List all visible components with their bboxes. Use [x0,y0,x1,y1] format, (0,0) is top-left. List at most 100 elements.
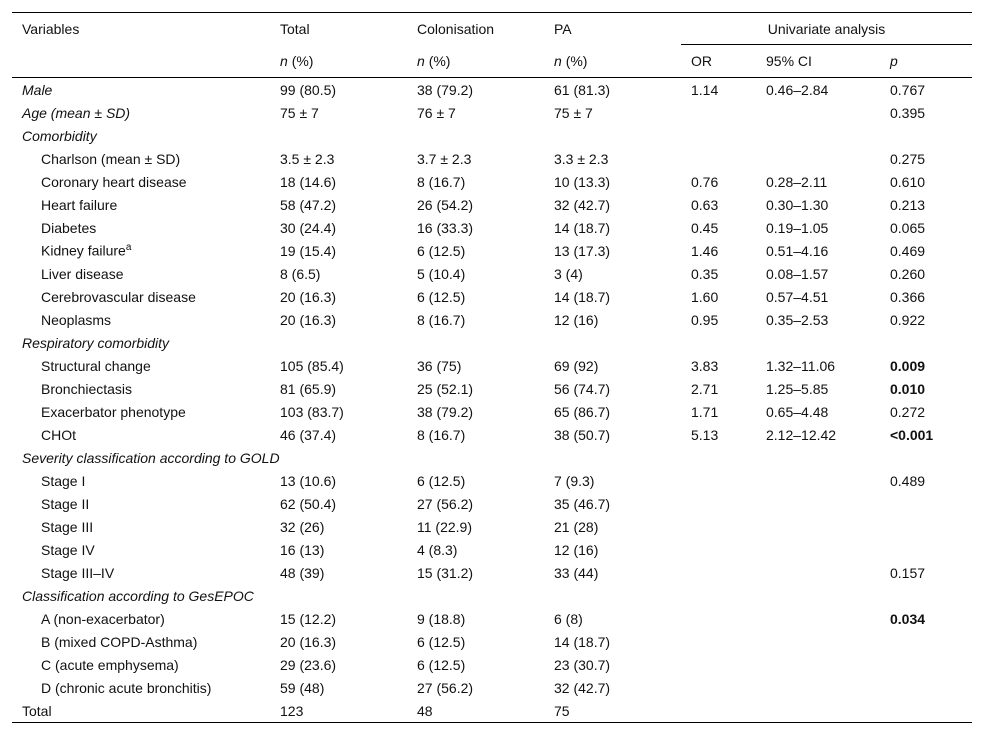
empty-cell [756,538,880,561]
or-cell: 1.46 [691,242,719,259]
colonisation-cell: 16 (33.3) [417,219,474,236]
table-row: C (acute emphysema) 29 (23.6) 6 (12.5) 23 (… [12,653,972,676]
section-row: Severity classification according to GOL… [12,446,972,469]
section-heading: Classification according to GesEPOC [22,587,254,604]
header-cell: Total [270,12,407,45]
p-cell: 0.010 [890,380,926,397]
pa-cell: 61 (81.3) [554,81,611,98]
ci-cell: 0.19–1.05 [766,219,829,236]
header-cell: p [880,44,972,78]
empty-cell [681,515,756,538]
variable-cell: Age (mean ± SD) [12,101,270,124]
total-cell: 20 (16.3) [280,288,337,305]
empty-cell [756,676,880,699]
table-row: Total 123 48 75 [12,699,972,723]
variable-cell: Bronchiectasis [12,377,270,400]
or-cell: 0.63 [691,196,719,213]
empty-cell [681,607,756,630]
variable-cell: Structural change [12,354,270,377]
total-cell: 32 (26) [280,518,325,535]
pct-label: (%) [428,52,451,69]
empty-cell [681,676,756,699]
colonisation-cell: 6 (12.5) [417,288,466,305]
pa-cell: 12 (16) [554,311,599,328]
empty-cell [756,147,880,170]
section-heading: Respiratory comorbidity [22,334,170,351]
variable-cell: C (acute emphysema) [12,653,270,676]
ci-cell: 0.51–4.16 [766,242,829,259]
pa-cell: 56 (74.7) [554,380,611,397]
table-row: Diabetes 30 (24.4) 16 (33.3) 14 (18.7) 0.45 0… [12,216,972,239]
table-row: Bronchiectasis 81 (65.9) 25 (52.1) 56 (74.7… [12,377,972,400]
ci-cell: 1.25–5.85 [766,380,829,397]
ci-cell: 0.57–4.51 [766,288,829,305]
table-row: CHOt 46 (37.4) 8 (16.7) 38 (50.7) 5.13 2.12–1… [12,423,972,446]
pa-cell: 13 (17.3) [554,242,611,259]
header-cell: OR [681,44,756,78]
total-cell: 48 (39) [280,564,325,581]
empty-cell [880,492,972,515]
pa-cell: 14 (18.7) [554,633,611,650]
variable-label: Heart failure [41,196,118,213]
p-cell: 0.260 [890,265,926,282]
variable-label: CHOt [41,426,76,443]
pa-cell: 69 (92) [554,357,599,374]
pa-cell: 7 (9.3) [554,472,595,489]
total-cell: 62 (50.4) [280,495,337,512]
colonisation-cell: 48 [407,699,544,723]
empty-cell [756,101,880,124]
empty-cell [880,538,972,561]
variable-label: Stage II [41,495,90,512]
table-row: Structural change 105 (85.4) 36 (75) 69 (92… [12,354,972,377]
table-row: Exacerbator phenotype 103 (83.7) 38 (79.2)… [12,400,972,423]
p-cell: 0.366 [890,288,926,305]
variable-cell: Diabetes [12,216,270,239]
header-cell: Variables [12,12,270,45]
table-row: Liver disease 8 (6.5) 5 (10.4) 3 (4) 0.35 0.0… [12,262,972,285]
variable-cell: Charlson (mean ± SD) [12,147,270,170]
or-cell: 0.45 [691,219,719,236]
p-cell: 0.395 [890,104,926,121]
variable-label: Stage III [41,518,94,535]
variable-cell: Male [12,78,270,102]
variable-cell: Heart failure [12,193,270,216]
colonisation-cell: 4 (8.3) [417,541,458,558]
total-cell: 30 (24.4) [280,219,337,236]
colonisation-cell: 6 (12.5) [417,633,466,650]
total-cell: 20 (16.3) [280,311,337,328]
n-label: n [417,52,425,69]
empty-cell [880,630,972,653]
colonisation-cell: 38 (79.2) [417,403,474,420]
colonisation-cell: 36 (75) [417,357,462,374]
empty-cell [880,676,972,699]
empty-cell [756,515,880,538]
total-cell: 8 (6.5) [280,265,321,282]
variable-cell: B (mixed COPD-Asthma) [12,630,270,653]
variable-label: C (acute emphysema) [41,656,179,673]
variable-cell: A (non-exacerbator) [12,607,270,630]
table-row: Coronary heart disease 18 (14.6) 8 (16.7) 1… [12,170,972,193]
pct-label: (%) [565,52,588,69]
pa-cell: 3 (4) [554,265,583,282]
table-row: Stage III 32 (26) 11 (22.9) 21 (28) [12,515,972,538]
pa-cell: 32 (42.7) [554,679,611,696]
empty-cell [756,699,880,723]
colonisation-cell: 27 (56.2) [417,495,474,512]
variable-label: A (non-exacerbator) [41,610,165,627]
empty-cell [880,515,972,538]
n-label: n [280,52,288,69]
variable-cell: Stage III [12,515,270,538]
p-cell: 0.157 [890,564,926,581]
variable-label: Age (mean ± SD) [22,104,131,121]
pa-cell: 14 (18.7) [554,219,611,236]
total-cell: 99 (80.5) [280,81,337,98]
total-cell: 16 (13) [280,541,325,558]
ci-cell: 2.12–12.42 [766,426,837,443]
empty-cell [681,469,756,492]
colonisation-cell: 11 (22.9) [417,518,472,535]
pa-cell: 6 (8) [554,610,583,627]
colonisation-cell: 9 (18.8) [417,610,466,627]
pa-cell: 75 [544,699,681,723]
variable-cell: Neoplasms [12,308,270,331]
variable-label: Diabetes [41,219,97,236]
